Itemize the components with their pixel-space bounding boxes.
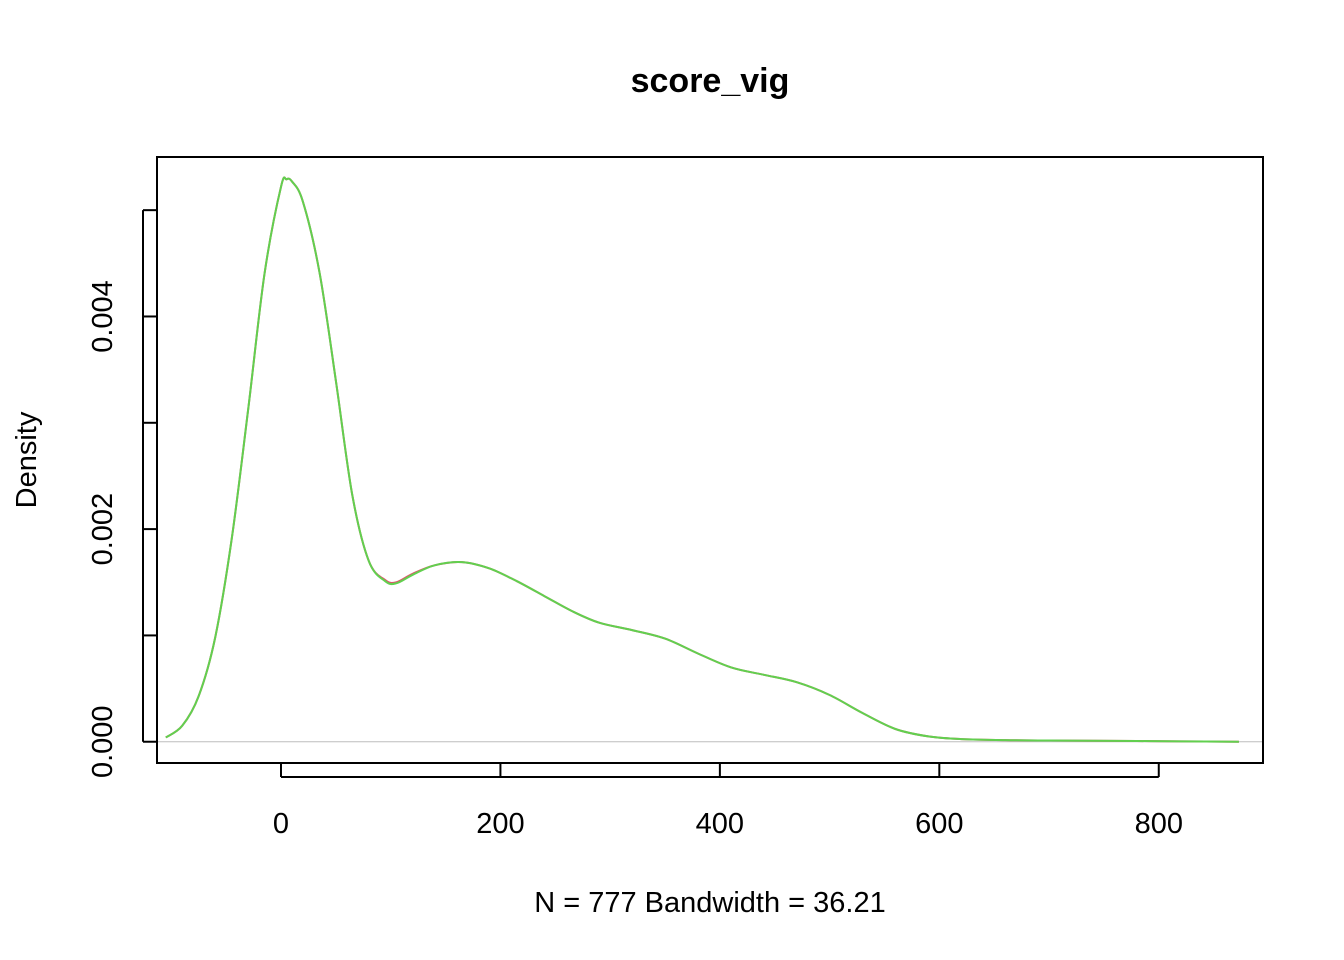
y-tick-label: 0.002 bbox=[87, 493, 119, 566]
x-tick-label: 600 bbox=[915, 808, 963, 840]
x-axis: 0 200 400 600 800 bbox=[273, 763, 1183, 840]
y-axis: 0.000 0.002 0.004 bbox=[87, 209, 157, 778]
density-curve-1 bbox=[165, 176, 1239, 743]
density-curve-2 bbox=[165, 176, 1239, 743]
x-tick-label: 200 bbox=[476, 808, 524, 840]
y-axis-label: Density bbox=[11, 411, 43, 508]
chart-title: score_vig bbox=[631, 62, 790, 100]
y-tick-label: 0.004 bbox=[87, 280, 119, 353]
density-series-group bbox=[165, 176, 1239, 743]
x-tick-label: 800 bbox=[1135, 808, 1183, 840]
x-tick-label: 400 bbox=[696, 808, 744, 840]
x-axis-label: N = 777 Bandwidth = 36.21 bbox=[534, 887, 885, 919]
x-tick-label: 0 bbox=[273, 808, 289, 840]
plot-frame bbox=[156, 156, 1264, 764]
y-tick-label: 0.000 bbox=[87, 705, 119, 778]
